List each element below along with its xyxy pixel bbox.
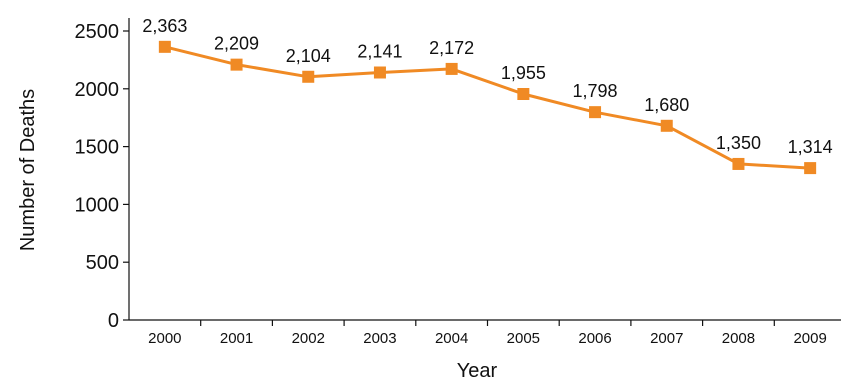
x-axis-title: Year: [457, 360, 498, 382]
tick-labels: 0 500 1000 1500 2000 2500 2000 2001 2002 2003 2004…: [75, 21, 827, 347]
data-point-marker: [158, 40, 171, 53]
data-label: 2,172: [429, 38, 474, 58]
data-point-marker: [373, 66, 386, 79]
data-label: 1,350: [716, 133, 761, 153]
data-label: 1,314: [788, 137, 833, 157]
data-label: 2,141: [357, 42, 402, 62]
data-label: 1,798: [573, 81, 618, 101]
data-label: 1,955: [501, 63, 546, 83]
x-tick-label: 2000: [148, 330, 181, 347]
y-tick-label: 1500: [75, 137, 120, 159]
data-point-marker: [804, 162, 817, 175]
data-label: 1,680: [644, 95, 689, 115]
data-label: 2,363: [142, 16, 187, 36]
y-tick-label: 500: [86, 252, 119, 274]
data-point-marker: [660, 119, 673, 132]
y-tick-label: 0: [108, 310, 119, 332]
series-line: [164, 45, 811, 170]
x-tick-label: 2007: [650, 330, 683, 347]
x-tick-label: 2006: [578, 330, 611, 347]
data-series: [158, 40, 817, 175]
data-point-marker: [445, 62, 458, 75]
x-tick-label: 2003: [363, 330, 396, 347]
y-tick-label: 2000: [75, 79, 120, 101]
data-point-marker: [230, 58, 243, 71]
x-tick-label: 2001: [220, 330, 253, 347]
data-point-marker: [517, 88, 530, 101]
data-point-marker: [302, 70, 315, 83]
data-label: 2,209: [214, 34, 259, 54]
x-tick-label: 2004: [435, 330, 468, 347]
data-label: 2,104: [286, 46, 331, 66]
x-tick-label: 2009: [793, 330, 826, 347]
y-tick-label: 1000: [75, 194, 120, 216]
y-tick-label: 2500: [75, 21, 120, 43]
x-tick-label: 2008: [722, 330, 755, 347]
x-tick-label: 2005: [507, 330, 540, 347]
data-labels: 2,363 2,209 2,104 2,141 2,172 1,955 1,798 1,680…: [142, 16, 832, 157]
axes: [123, 18, 841, 326]
x-tick-label: 2002: [292, 330, 325, 347]
data-point-marker: [589, 106, 602, 119]
y-axis-title: Number of Deaths: [17, 89, 39, 251]
data-point-marker: [732, 157, 745, 170]
